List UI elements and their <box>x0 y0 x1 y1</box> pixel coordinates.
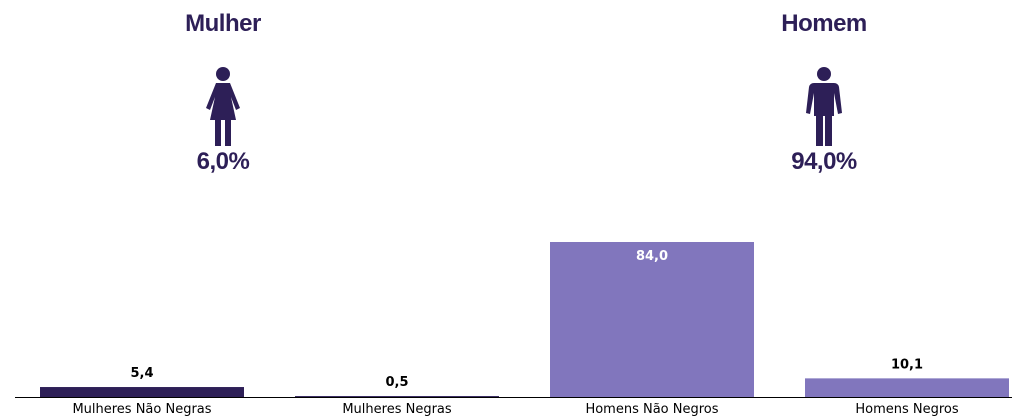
category-label-2: Homens Não Negros <box>585 402 718 416</box>
woman-icon <box>203 66 243 152</box>
category-label-0: Mulheres Não Negras <box>72 402 211 416</box>
value-label-0: 5,4 <box>130 366 153 381</box>
value-label-1: 0,5 <box>385 375 408 390</box>
man-icon <box>804 66 844 152</box>
bar-1 <box>295 396 499 397</box>
value-label-2: 84,0 <box>636 249 668 264</box>
female-percent: 6,0% <box>196 148 250 175</box>
bar-2 <box>550 242 754 397</box>
value-label-3: 10,1 <box>891 357 923 372</box>
male-title: Homem <box>781 10 867 37</box>
category-label-1: Mulheres Negras <box>342 402 452 416</box>
category-label-3: Homens Negros <box>855 402 959 416</box>
female-title: Mulher <box>185 10 261 37</box>
bar-3 <box>805 378 1009 397</box>
male-percent: 94,0% <box>791 148 857 175</box>
bar-0 <box>40 387 244 397</box>
